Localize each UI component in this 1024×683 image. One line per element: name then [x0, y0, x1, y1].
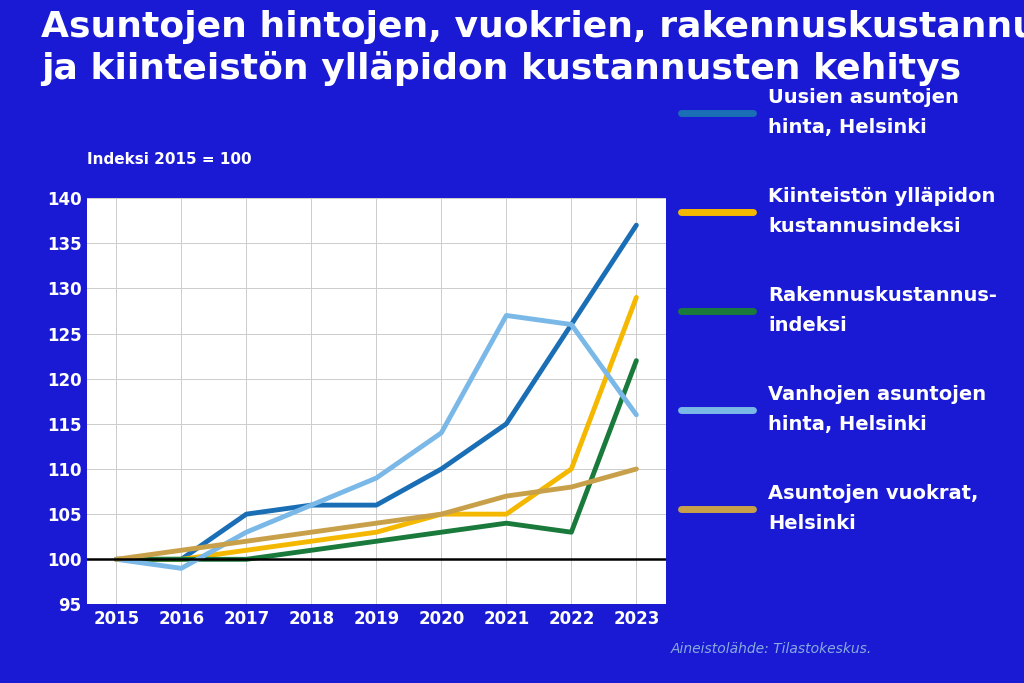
- Text: Uusien asuntojen: Uusien asuntojen: [768, 88, 958, 107]
- Text: Asuntojen hintojen, vuokrien, rakennuskustannusten: Asuntojen hintojen, vuokrien, rakennusku…: [41, 10, 1024, 44]
- Text: ja kiinteistön ylläpidon kustannusten kehitys: ja kiinteistön ylläpidon kustannusten ke…: [41, 51, 962, 86]
- Text: Helsinki: Helsinki: [768, 514, 856, 533]
- Text: hinta, Helsinki: hinta, Helsinki: [768, 118, 927, 137]
- Text: kustannusindeksi: kustannusindeksi: [768, 217, 961, 236]
- Text: indeksi: indeksi: [768, 316, 847, 335]
- Text: Kiinteistön ylläpidon: Kiinteistön ylläpidon: [768, 187, 995, 206]
- Text: hinta, Helsinki: hinta, Helsinki: [768, 415, 927, 434]
- Text: Indeksi 2015 = 100: Indeksi 2015 = 100: [87, 152, 252, 167]
- Text: Asuntojen vuokrat,: Asuntojen vuokrat,: [768, 484, 978, 503]
- Text: Vanhojen asuntojen: Vanhojen asuntojen: [768, 385, 986, 404]
- Text: Rakennuskustannus-: Rakennuskustannus-: [768, 286, 997, 305]
- Text: Aineistolähde: Tilastokeskus.: Aineistolähde: Tilastokeskus.: [671, 642, 872, 656]
